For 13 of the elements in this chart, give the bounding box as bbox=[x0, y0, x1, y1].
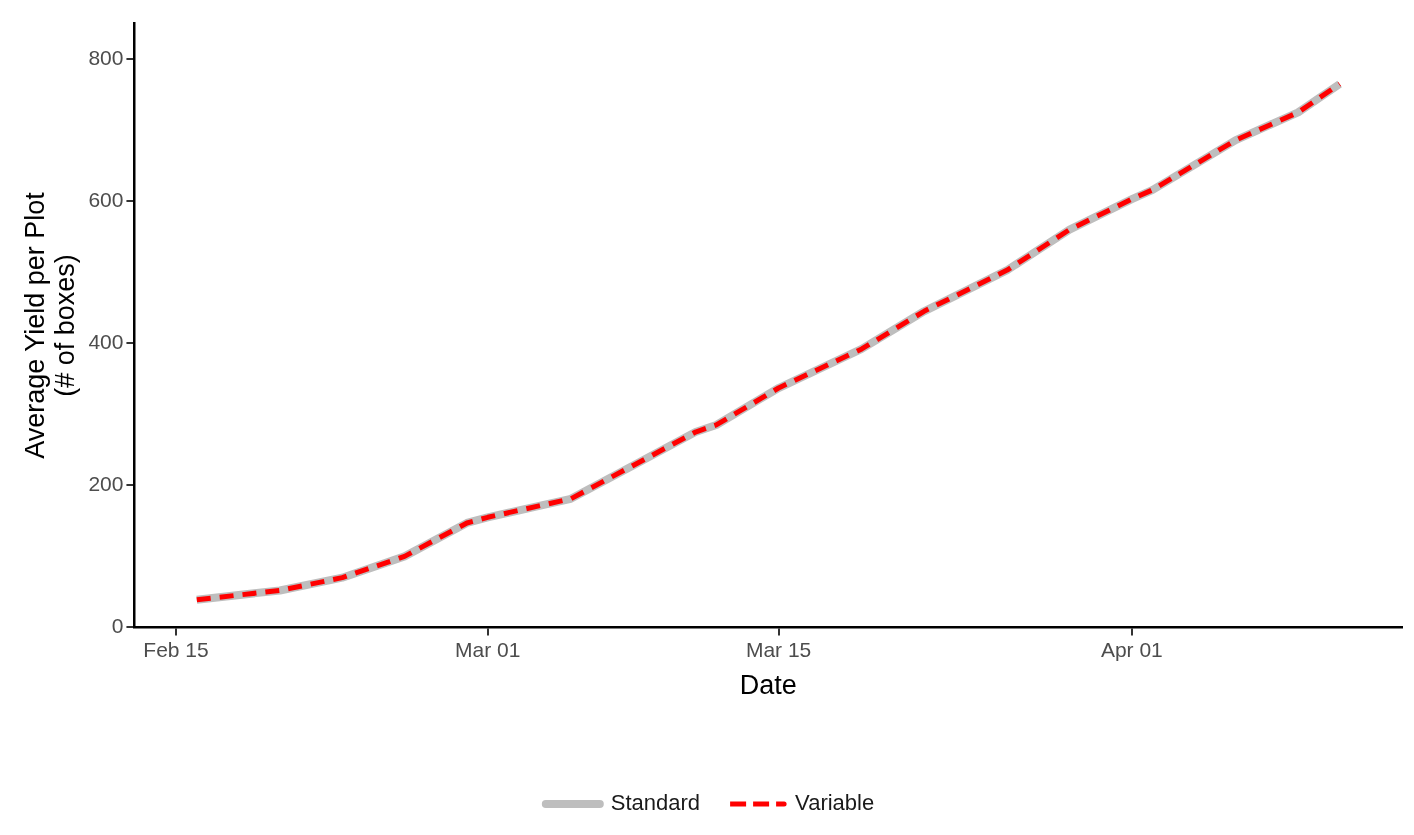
x-tick-label: Apr 01 bbox=[1100, 637, 1163, 661]
legend-label: Variable bbox=[795, 790, 875, 816]
y-tick-label: 0 bbox=[111, 614, 124, 638]
y-tick-label: 600 bbox=[88, 187, 124, 211]
y-tick-label: 400 bbox=[88, 330, 124, 354]
y-tick-label: 200 bbox=[88, 472, 124, 496]
y-axis-title: Average Yield per Plot (# of boxes) bbox=[20, 191, 80, 459]
x-tick-label: Mar 01 bbox=[455, 637, 521, 661]
x-tick-label: Feb 15 bbox=[143, 637, 209, 661]
legend-label: Standard bbox=[610, 790, 701, 816]
y-tick-label: 800 bbox=[88, 45, 124, 69]
x-tick-label: Mar 15 bbox=[745, 637, 812, 661]
x-axis-title: Date bbox=[739, 670, 797, 701]
